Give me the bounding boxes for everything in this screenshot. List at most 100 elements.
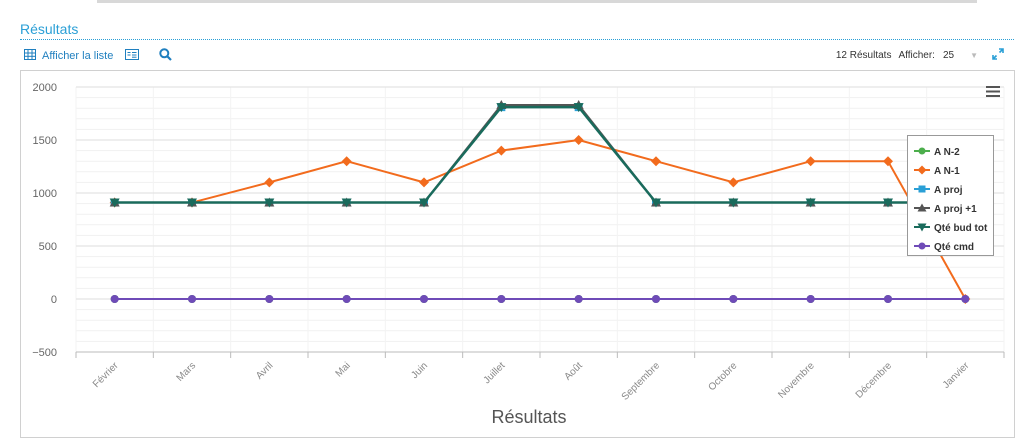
x-tick-label: Janvier bbox=[941, 360, 972, 391]
legend-marker bbox=[917, 165, 927, 175]
x-tick-label: Avril bbox=[254, 360, 275, 381]
data-point bbox=[651, 198, 661, 208]
legend-symbol bbox=[914, 165, 930, 175]
y-tick-label: 1000 bbox=[33, 188, 57, 200]
x-tick-label: Août bbox=[562, 360, 584, 382]
data-point bbox=[883, 198, 893, 208]
legend-marker bbox=[918, 185, 926, 193]
chart-title: Résultats bbox=[491, 407, 566, 427]
data-point bbox=[188, 295, 196, 303]
legend-label: A proj +1 bbox=[934, 204, 977, 215]
data-point bbox=[496, 103, 507, 113]
hamburger-menu-icon[interactable] bbox=[985, 85, 1001, 103]
data-point bbox=[573, 103, 584, 113]
title-divider bbox=[20, 39, 1014, 40]
show-list-link[interactable]: Afficher la liste bbox=[42, 50, 114, 62]
legend-marker bbox=[918, 242, 926, 250]
series-line bbox=[114, 138, 967, 300]
data-point bbox=[420, 295, 428, 303]
legend-marker-icon bbox=[914, 241, 934, 254]
data-point bbox=[264, 177, 275, 188]
data-point bbox=[341, 156, 352, 167]
data-point bbox=[342, 295, 351, 303]
data-point bbox=[574, 295, 583, 303]
data-point bbox=[109, 198, 120, 208]
legend-symbol bbox=[914, 147, 930, 155]
legend-marker bbox=[917, 203, 927, 212]
data-point bbox=[883, 156, 893, 167]
data-point bbox=[110, 295, 119, 303]
data-point bbox=[805, 198, 816, 208]
data-point bbox=[265, 295, 274, 303]
legend-marker-icon bbox=[914, 184, 934, 197]
data-point bbox=[728, 177, 739, 188]
legend-item[interactable]: Qté bud tot bbox=[914, 222, 987, 235]
line-chart: −500 0 500 1000 1500 2000 Février Mars Avril Mai J… bbox=[32, 82, 1005, 427]
x-tick-label: Novembre bbox=[776, 360, 817, 401]
data-point bbox=[729, 295, 738, 303]
x-tick-label: Juillet bbox=[482, 360, 508, 386]
x-tick-label: Septembre bbox=[620, 360, 663, 403]
legend-label: Qté bud tot bbox=[934, 223, 988, 234]
y-tick-label: 2000 bbox=[33, 82, 57, 94]
toolbar-left: Afficher la liste bbox=[24, 48, 173, 64]
legend-item[interactable]: Qté cmd bbox=[914, 241, 974, 254]
results-count: 12 Résultats bbox=[835, 50, 892, 61]
expand-icon[interactable] bbox=[992, 48, 1004, 63]
legend-marker-icon bbox=[914, 222, 934, 235]
data-point bbox=[573, 135, 584, 145]
legend-label: A N-2 bbox=[934, 147, 960, 158]
toolbar-right: 12 Résultats Afficher: 25 ▼ bbox=[836, 48, 1004, 63]
data-point bbox=[806, 295, 815, 303]
legend-item[interactable]: A N-2 bbox=[914, 146, 960, 159]
y-tick-label: 0 bbox=[51, 294, 57, 306]
legend-symbol bbox=[914, 223, 930, 232]
legend-marker-icon bbox=[914, 203, 934, 216]
card-view-icon[interactable] bbox=[125, 49, 140, 63]
y-tick-label: 1500 bbox=[33, 135, 57, 147]
legend-item[interactable]: A proj bbox=[914, 184, 963, 197]
data-point bbox=[961, 295, 970, 303]
legend-marker-icon bbox=[914, 165, 934, 178]
chart-panel: −500 0 500 1000 1500 2000 Février Mars Avril Mai J… bbox=[20, 70, 1015, 438]
data-point bbox=[651, 156, 661, 167]
y-tick-label: 500 bbox=[39, 241, 57, 253]
page-size-value: 25 bbox=[942, 50, 955, 61]
data-point bbox=[805, 156, 816, 167]
data-point bbox=[419, 198, 429, 208]
page-size-select[interactable]: 25 ▼ bbox=[943, 50, 978, 61]
x-tick-label: Décembre bbox=[854, 360, 895, 401]
y-tick-label: −500 bbox=[32, 347, 57, 359]
grid-list-icon[interactable] bbox=[24, 49, 36, 63]
x-tick-label: Juin bbox=[409, 360, 430, 381]
legend-item[interactable]: A N-1 bbox=[914, 165, 960, 178]
data-point bbox=[884, 295, 892, 303]
data-point bbox=[652, 295, 660, 303]
x-tick-label: Octobre bbox=[707, 360, 740, 393]
legend-label: A proj bbox=[934, 185, 963, 196]
legend-marker bbox=[917, 223, 927, 232]
legend-label: A N-1 bbox=[934, 166, 960, 177]
chart-legend: A N-2 A N-1 A proj A proj +1 Qté bud tot… bbox=[907, 135, 994, 256]
data-point bbox=[497, 295, 506, 303]
legend-item[interactable]: A proj +1 bbox=[914, 203, 977, 216]
legend-symbol bbox=[914, 242, 930, 250]
data-point bbox=[419, 177, 429, 188]
section-title: Résultats bbox=[20, 21, 79, 37]
data-point bbox=[496, 145, 507, 156]
x-tick-label: Mai bbox=[334, 360, 353, 379]
data-point bbox=[728, 198, 739, 208]
legend-symbol bbox=[914, 185, 930, 193]
top-divider-bar bbox=[97, 0, 977, 3]
toolbar: Afficher la liste 12 Résultats Afficher:… bbox=[20, 44, 1004, 66]
search-icon[interactable] bbox=[159, 48, 173, 64]
legend-label: Qté cmd bbox=[934, 242, 975, 253]
x-tick-label: Mars bbox=[175, 360, 199, 384]
legend-symbol bbox=[914, 203, 930, 212]
data-point bbox=[264, 198, 275, 208]
data-point bbox=[341, 198, 352, 208]
legend-marker bbox=[918, 147, 926, 155]
data-point bbox=[187, 198, 197, 208]
chevron-down-icon: ▼ bbox=[970, 51, 978, 60]
series-line bbox=[114, 105, 966, 204]
